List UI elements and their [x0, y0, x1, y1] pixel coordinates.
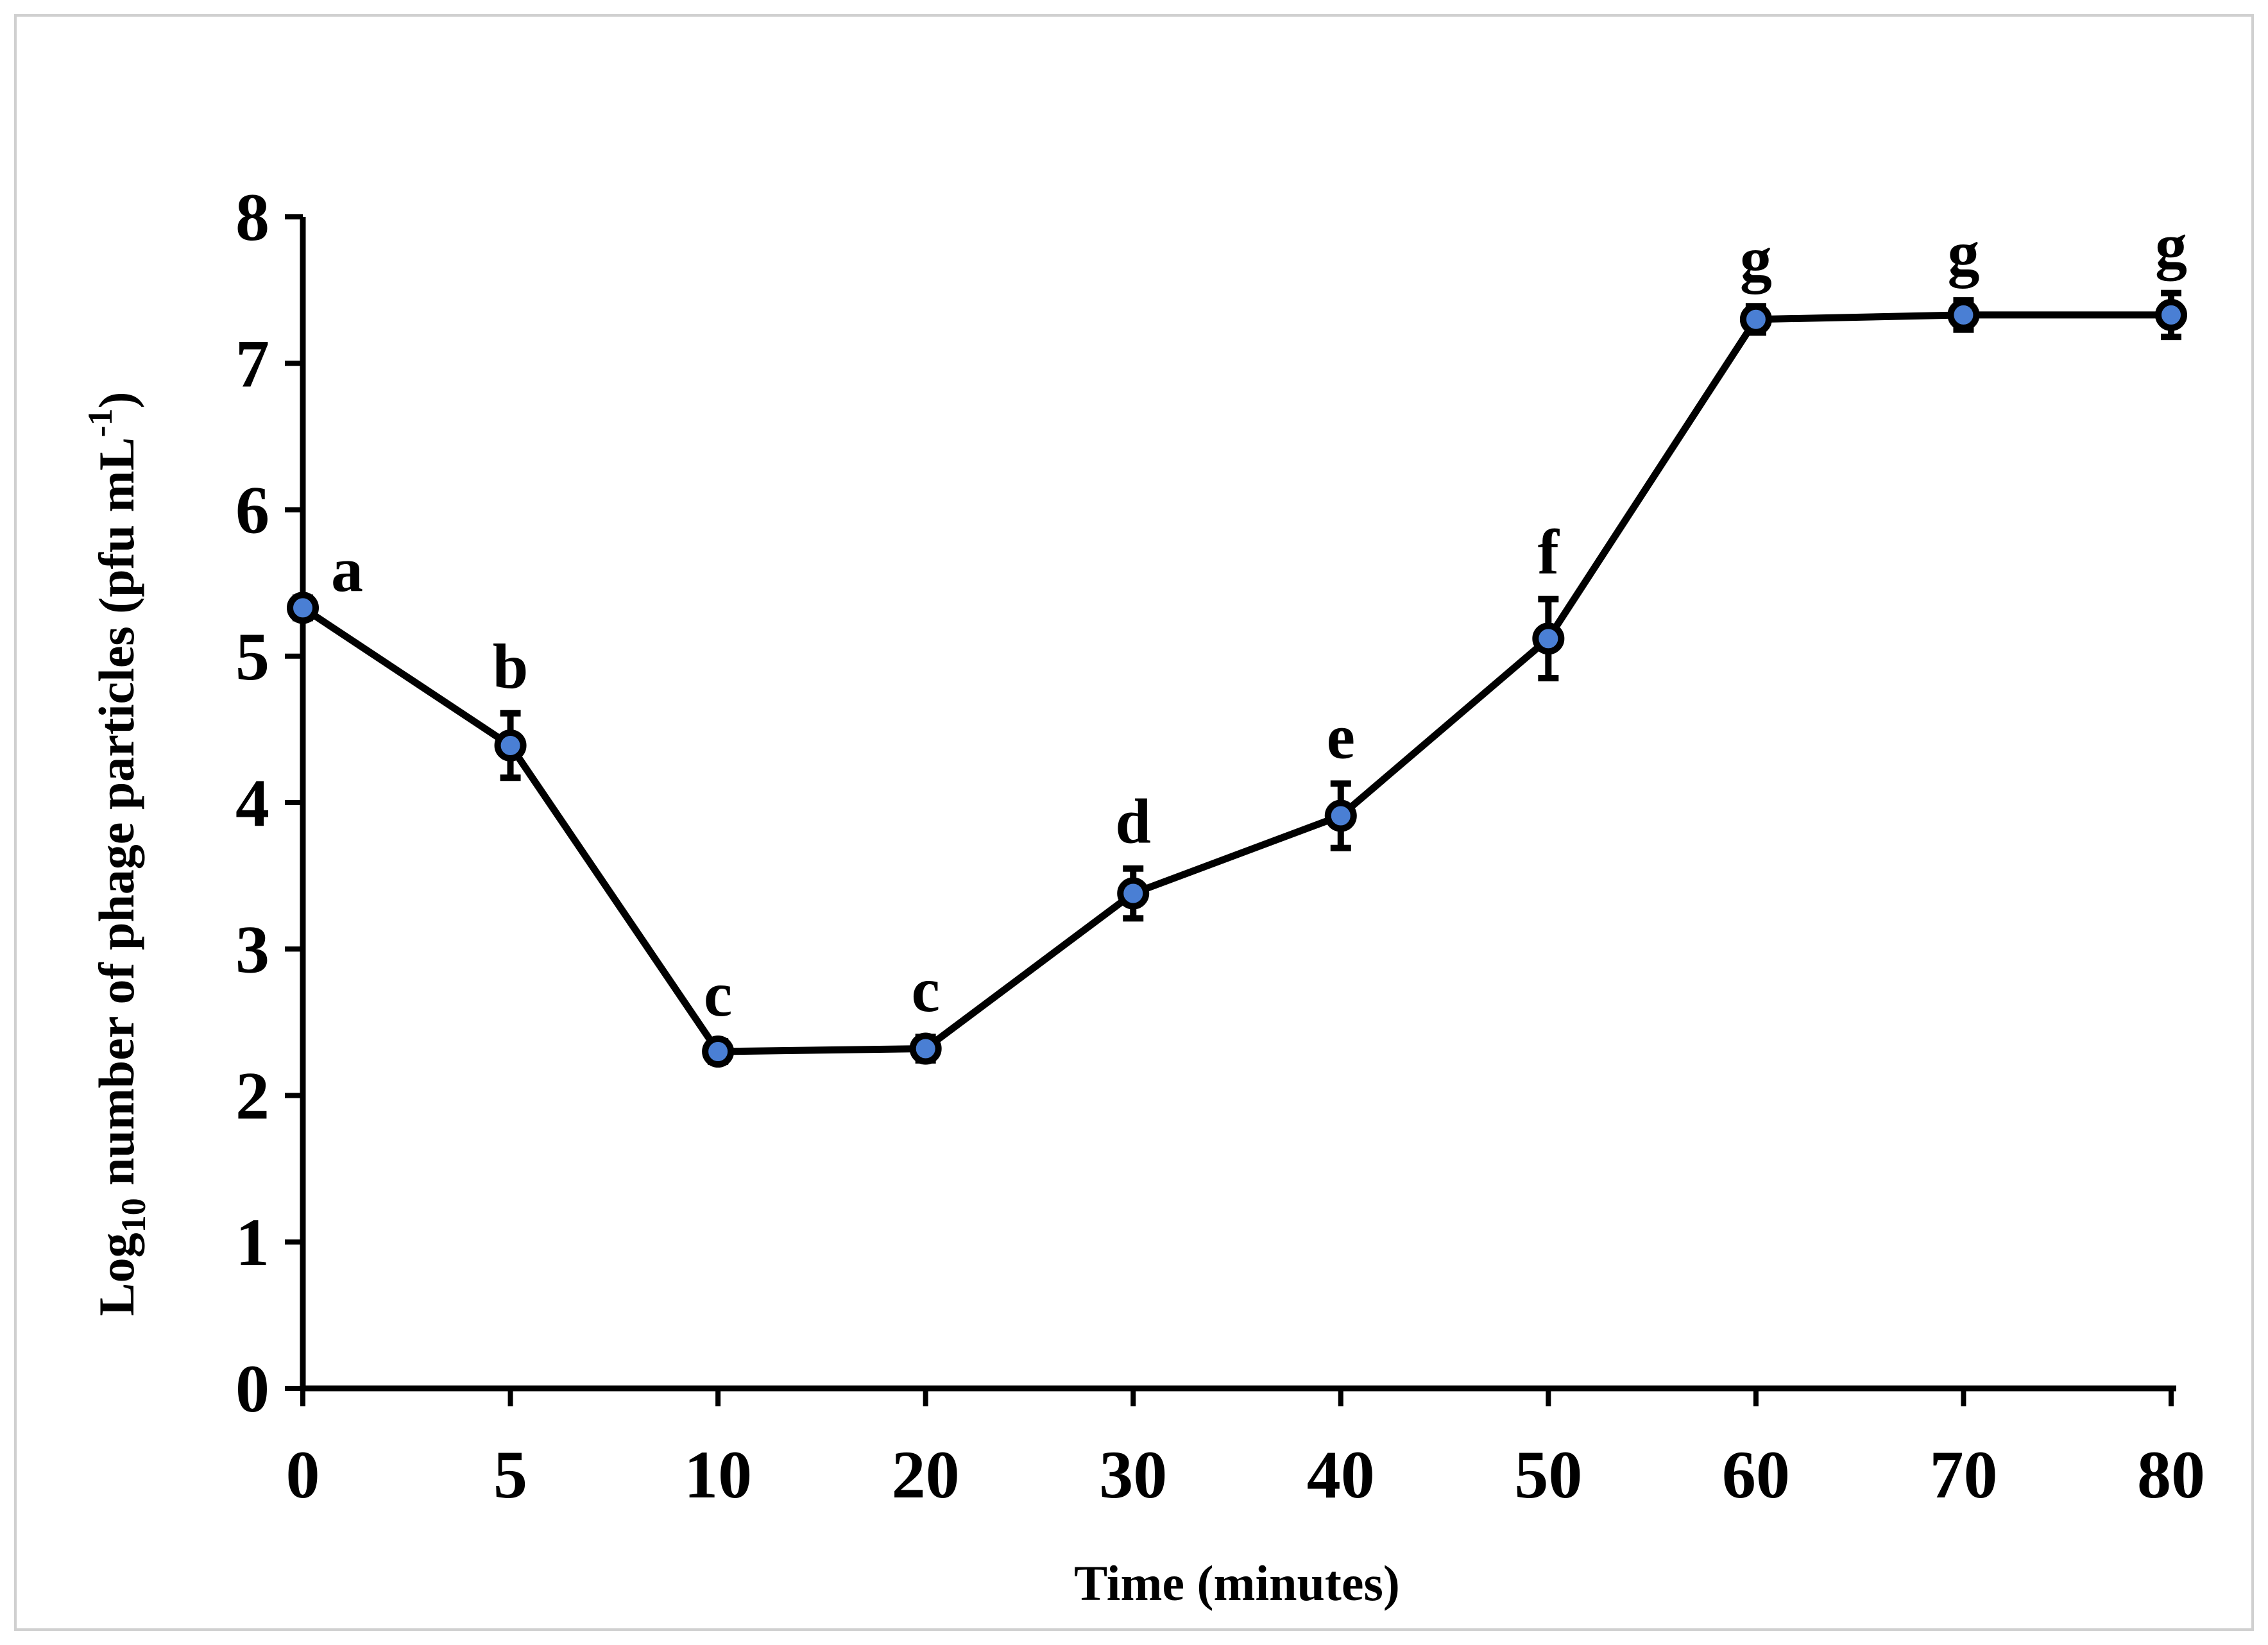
y-axis-title-superscript: -1: [81, 409, 119, 438]
y-axis-title-base: Log: [89, 1232, 144, 1316]
letter-label-30: d: [1115, 786, 1151, 857]
y-tick-label-8: 8: [235, 180, 269, 255]
y-tick-label-3: 3: [235, 912, 269, 987]
y-axis-title-end: ): [89, 392, 144, 409]
letter-label-10: c: [704, 959, 732, 1030]
data-point-0: [287, 592, 319, 624]
data-point-5: [494, 729, 527, 762]
y-tick-label-0: 0: [235, 1351, 269, 1426]
y-tick-label-2: 2: [235, 1059, 269, 1134]
data-point-10: [702, 1036, 735, 1068]
y-tick-label-1: 1: [235, 1205, 269, 1280]
y-tick-label-7: 7: [235, 326, 269, 401]
x-axis-ticks: 0 5 10 20 30 40 50 60 70 80: [286, 1388, 2205, 1512]
y-tick-label-6: 6: [235, 473, 269, 548]
letter-label-80: g: [2155, 210, 2187, 282]
y-axis-title: Log10 number of phage particles (pfu mL-…: [81, 392, 153, 1317]
x-tick-label-70: 70: [1929, 1437, 1997, 1512]
x-tick-label-20: 20: [892, 1437, 960, 1512]
data-point-30: [1117, 877, 1150, 910]
y-tick-label-5: 5: [235, 619, 269, 694]
letter-label-40: e: [1327, 701, 1355, 772]
letter-label-20: c: [911, 954, 939, 1025]
data-point-20: [909, 1032, 942, 1065]
data-point-80: [2155, 298, 2187, 331]
data-point-60: [1739, 303, 1772, 336]
letter-label-0: a: [331, 534, 363, 605]
letter-label-70: g: [1947, 217, 1979, 289]
significance-letters: a b c c d e f g g g: [331, 210, 2187, 1030]
y-tick-label-4: 4: [235, 765, 269, 840]
data-point-70: [1947, 298, 1980, 331]
series-line: [300, 311, 2171, 1055]
letter-label-60: g: [1740, 223, 1772, 294]
y-axis-ticks: 0 1 2 3 4 5 6 7 8: [235, 180, 303, 1426]
letter-label-50: f: [1538, 516, 1560, 588]
x-tick-label-50: 50: [1514, 1437, 1582, 1512]
x-tick-label-40: 40: [1307, 1437, 1375, 1512]
x-tick-label-5: 5: [493, 1437, 527, 1512]
x-tick-label-30: 30: [1099, 1437, 1167, 1512]
y-axis-title-text: number of phage particles (pfu mL: [89, 438, 144, 1198]
x-tick-label-80: 80: [2137, 1437, 2205, 1512]
data-series: [287, 289, 2187, 1068]
y-axis-title-subscript: 10: [114, 1198, 153, 1232]
data-point-50: [1532, 622, 1565, 655]
x-tick-label-10: 10: [684, 1437, 752, 1512]
x-tick-label-0: 0: [286, 1437, 320, 1512]
data-point-40: [1324, 799, 1357, 832]
x-axis-title: Time (minutes): [1074, 1555, 1400, 1611]
x-tick-label-60: 60: [1722, 1437, 1790, 1512]
letter-label-5: b: [493, 631, 529, 702]
axes: [300, 217, 2176, 1392]
